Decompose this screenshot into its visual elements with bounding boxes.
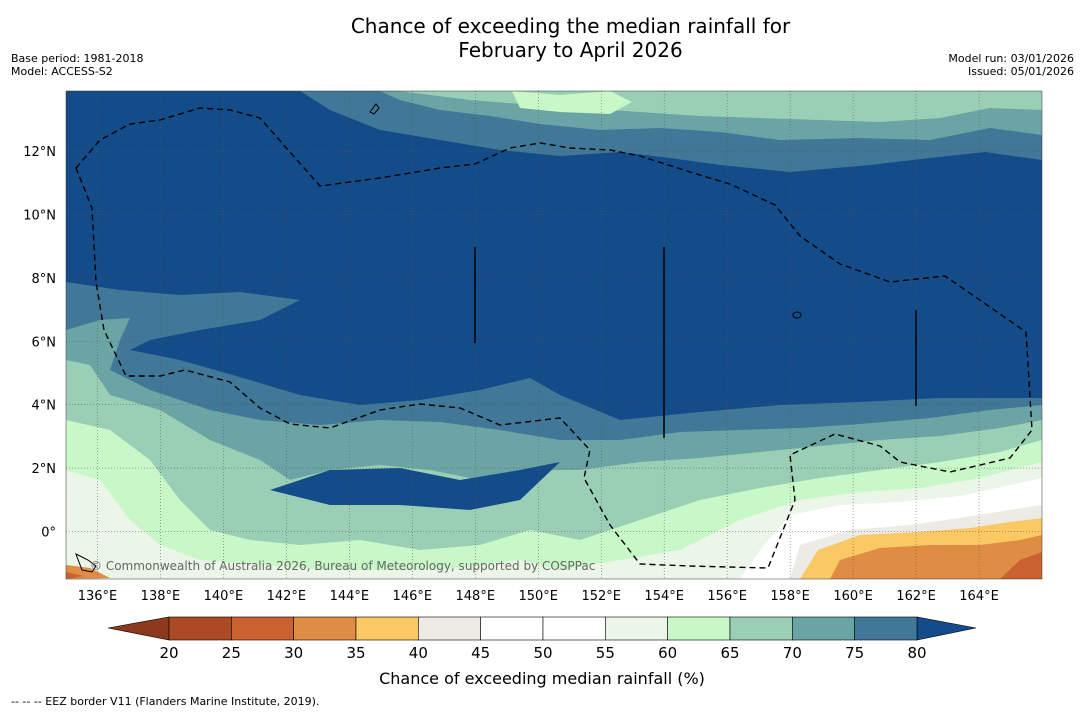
- title-line-2: February to April 2026: [458, 38, 683, 62]
- colorbar-segment: [418, 616, 481, 641]
- colorbar: 20 25 30 35 40 45 50 55 60 65 70 75 80 Chance of exc…: [107, 616, 977, 688]
- colorbar-tick-label: 50: [533, 644, 552, 662]
- colorbar-tick-label: 25: [222, 644, 241, 662]
- issued-date: Issued: 05/01/2026: [967, 65, 1074, 78]
- colorbar-under-arrow: [107, 616, 170, 641]
- latitude-tick-label: 12°N: [23, 145, 56, 160]
- run-info: Model run: 03/01/2026 Issued: 05/01/2026: [948, 52, 1074, 78]
- latitude-tick-label: 8°N: [32, 272, 57, 287]
- eez-legend: -- -- -- EEZ border V11 (Flanders Marine…: [11, 695, 320, 708]
- colorbar-segment: [854, 616, 918, 641]
- longitude-tick-label: 144°E: [330, 589, 370, 604]
- colorbar-tick-label: 40: [409, 644, 428, 662]
- longitude-labels: 136°E 138°E 140°E 142°E 144°E 146°E 148°E 150°E…: [78, 589, 999, 604]
- colorbar-tick-label: 20: [159, 644, 178, 662]
- colorbar-segment: [792, 616, 855, 641]
- map-title: Chance of exceeding the median rainfall …: [0, 14, 1085, 62]
- longitude-tick-label: 140°E: [204, 589, 244, 604]
- field-80-south-patch: [270, 462, 560, 510]
- longitude-tick-label: 142°E: [267, 589, 307, 604]
- island-marker: [369, 103, 380, 115]
- latitude-tick-label: 10°N: [23, 209, 56, 224]
- colorbar-tick-label: 35: [346, 644, 365, 662]
- field-25-30: [1000, 552, 1042, 579]
- model-name: Model: ACCESS-S2: [11, 65, 113, 78]
- latitude-tick-label: 0°: [41, 525, 56, 540]
- model-run-date: Model run: 03/01/2026: [948, 52, 1074, 65]
- field-sw-hot: [66, 572, 84, 579]
- base-period: Base period: 1981-2018: [11, 52, 144, 65]
- latitude-tick-label: 4°N: [32, 399, 57, 414]
- colorbar-segment: [542, 616, 606, 641]
- island-marker: [792, 311, 802, 319]
- longitude-tick-label: 138°E: [141, 589, 181, 604]
- colorbar-segment: [231, 616, 294, 641]
- longitude-tick-label: 160°E: [833, 589, 873, 604]
- colorbar-tick-label: 60: [658, 644, 677, 662]
- longitude-tick-label: 162°E: [896, 589, 936, 604]
- latitude-labels: 0° 2°N 4°N 6°N 8°N 10°N 12°N: [23, 145, 56, 540]
- longitude-tick-label: 152°E: [581, 589, 621, 604]
- map-frame: [65, 90, 1043, 580]
- colorbar-tick-label: 75: [845, 644, 864, 662]
- longitude-tick-label: 148°E: [456, 589, 496, 604]
- longitude-tick-label: 146°E: [393, 589, 433, 604]
- longitude-tick-label: 156°E: [707, 589, 747, 604]
- colorbar-segment: [729, 616, 793, 641]
- colorbar-segment: [355, 616, 419, 641]
- eez-border: [75, 107, 1033, 569]
- colorbar-tick-label: 65: [720, 644, 739, 662]
- colorbar-segment: [605, 616, 668, 641]
- gridlines: [66, 91, 1042, 579]
- longitude-tick-label: 164°E: [959, 589, 999, 604]
- colorbar-segment: [667, 616, 731, 641]
- copyright-notice: © Commonwealth of Australia 2026, Bureau…: [90, 559, 595, 573]
- colorbar-tick-label: 45: [471, 644, 490, 662]
- colorbar-tick-label: 55: [596, 644, 615, 662]
- longitude-tick-label: 150°E: [518, 589, 558, 604]
- longitude-tick-label: 158°E: [770, 589, 810, 604]
- longitude-tick-label: 154°E: [644, 589, 684, 604]
- colorbar-tick-label: 70: [783, 644, 802, 662]
- latitude-tick-label: 6°N: [32, 335, 57, 350]
- model-info: Base period: 1981-2018 Model: ACCESS-S2: [11, 52, 143, 78]
- title-line-1: Chance of exceeding the median rainfall …: [350, 14, 791, 38]
- latitude-tick-label: 2°N: [32, 462, 57, 477]
- colorbar-label: Chance of exceeding median rainfall (%): [379, 669, 705, 688]
- rainfall-field: [66, 91, 1042, 579]
- colorbar-segment: [293, 616, 357, 641]
- coastline-sw: [75, 552, 97, 573]
- colorbar-tick-label: 80: [907, 644, 926, 662]
- colorbar-segment: [480, 616, 544, 641]
- colorbar-segment: [168, 616, 232, 641]
- field-60-north: [512, 91, 632, 114]
- field-30-35: [830, 535, 1042, 579]
- colorbar-tick-label: 30: [284, 644, 303, 662]
- longitude-tick-label: 136°E: [78, 589, 118, 604]
- colorbar-over-arrow: [916, 616, 977, 641]
